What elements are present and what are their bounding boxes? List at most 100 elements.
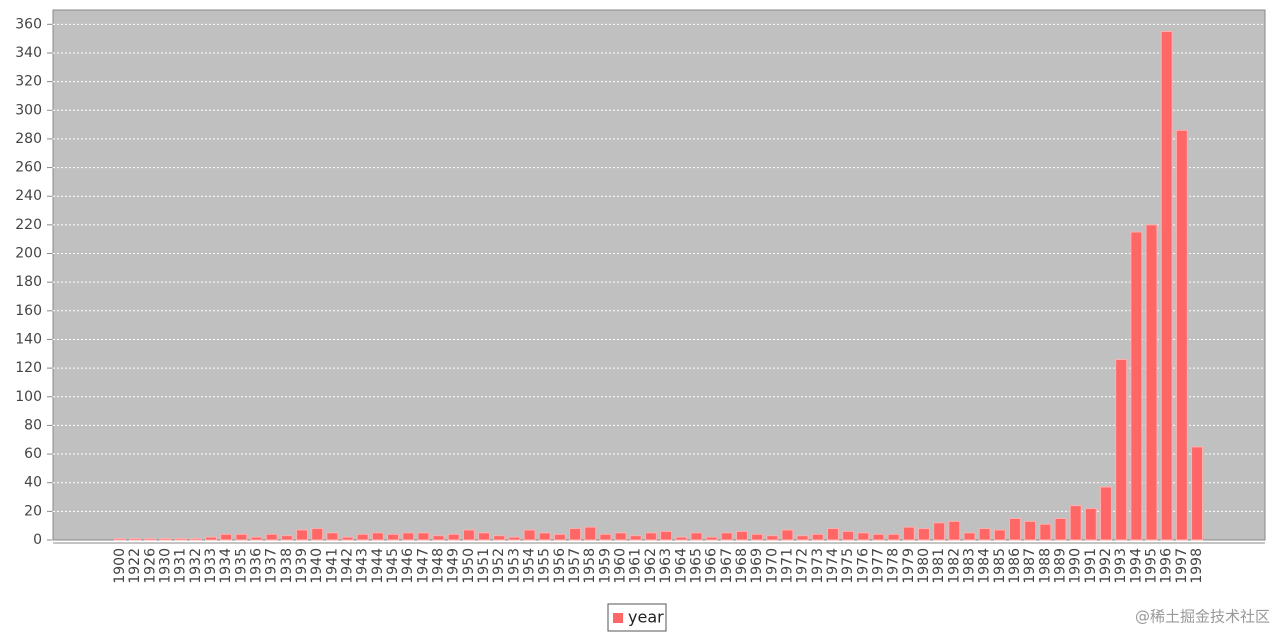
- x-tick-label: 1933: [203, 548, 219, 584]
- x-tick-label: 1934: [218, 548, 234, 584]
- y-tick-label: 280: [15, 131, 42, 147]
- y-tick-label: 240: [15, 188, 42, 204]
- legend: year: [607, 603, 667, 632]
- bar: [918, 528, 930, 541]
- x-tick-label: 1986: [1007, 548, 1023, 584]
- bar: [887, 533, 900, 541]
- x-tick-label: 1971: [779, 548, 795, 584]
- x-tick-label: 1978: [886, 548, 902, 584]
- x-tick-label: 1939: [294, 548, 310, 584]
- x-tick-label: 1951: [476, 548, 492, 584]
- bar: [902, 526, 915, 541]
- bar: [508, 536, 521, 541]
- x-tick-label: 1941: [324, 548, 340, 584]
- bar: [599, 533, 612, 541]
- x-tick-label: 1965: [688, 548, 704, 584]
- bar: [1024, 520, 1037, 541]
- x-tick-label: 1998: [1189, 548, 1205, 584]
- y-tick-label: 220: [15, 217, 42, 233]
- bar: [751, 533, 764, 541]
- x-tick-label: 1981: [931, 548, 947, 584]
- bar: [432, 535, 445, 541]
- x-tick-label: 1949: [446, 548, 462, 584]
- bar: [205, 536, 217, 541]
- x-tick-label: 1900: [112, 548, 128, 584]
- bar: [584, 526, 597, 541]
- x-tick-label: 1995: [1144, 548, 1160, 584]
- x-tick-label: 1985: [992, 548, 1008, 584]
- bar: [993, 529, 1006, 541]
- x-tick-label: 1982: [946, 548, 962, 584]
- x-tick-label: 1944: [370, 548, 386, 584]
- bar: [447, 533, 460, 541]
- bar: [387, 533, 399, 541]
- y-tick-label: 320: [15, 74, 42, 90]
- x-tick-label: 1976: [855, 548, 871, 584]
- x-tick-label: 1926: [142, 548, 158, 584]
- x-tick-label: 1958: [582, 548, 598, 584]
- bar: [811, 533, 824, 541]
- bar: [250, 536, 263, 541]
- y-tick-label: 20: [24, 503, 42, 519]
- x-tick-label: 1967: [719, 548, 735, 584]
- x-tick-label: 1987: [1022, 548, 1038, 584]
- x-tick-label: 1980: [916, 548, 932, 584]
- x-tick-label: 1959: [597, 548, 613, 584]
- y-tick-label: 160: [15, 303, 42, 319]
- bar: [1191, 446, 1203, 541]
- x-tick-label: 1975: [840, 548, 856, 584]
- bar: [311, 528, 324, 541]
- y-tick-label: 180: [15, 274, 42, 290]
- x-tick-label: 1957: [567, 548, 583, 584]
- bar: [114, 538, 126, 541]
- x-tick-label: 1950: [461, 548, 477, 584]
- x-tick-label: 1966: [704, 548, 720, 584]
- bar: [933, 522, 946, 541]
- x-tick-label: 1970: [764, 548, 780, 584]
- x-tick-label: 1938: [279, 548, 295, 584]
- bar: [963, 532, 976, 541]
- bar: [402, 532, 415, 541]
- bar: [538, 532, 551, 541]
- bar: [1130, 231, 1143, 541]
- x-tick-label: 1990: [1068, 548, 1084, 584]
- bar: [159, 538, 172, 541]
- bar: [1084, 507, 1097, 541]
- bar: [1100, 486, 1112, 541]
- bar: [857, 532, 870, 541]
- x-tick-label: 1989: [1052, 548, 1068, 584]
- y-tick-label: 100: [15, 389, 42, 405]
- x-tick-label: 1972: [795, 548, 811, 584]
- x-tick-label: 1968: [734, 548, 750, 584]
- x-tick-label: 1932: [188, 548, 204, 584]
- bar: [1054, 518, 1067, 541]
- x-tick-label: 1956: [552, 548, 568, 584]
- bar: [1115, 359, 1128, 541]
- bar: [720, 532, 733, 541]
- x-tick-label: 1961: [628, 548, 644, 584]
- bar: [144, 538, 157, 541]
- bar: [978, 528, 991, 541]
- x-tick-label: 1984: [977, 548, 993, 584]
- bar: [523, 529, 536, 541]
- bar: [1039, 523, 1052, 541]
- bar: [826, 528, 839, 541]
- legend-label: year: [628, 608, 664, 627]
- x-tick-label: 1946: [400, 548, 416, 584]
- bar: [189, 538, 202, 541]
- bar: [478, 532, 491, 541]
- x-tick-label: 1994: [1128, 548, 1144, 584]
- bar: [265, 533, 278, 541]
- watermark: @稀土掘金技术社区: [1135, 608, 1270, 626]
- x-tick-label: 1954: [522, 548, 538, 584]
- bar: [629, 535, 642, 541]
- x-tick-label: 1940: [309, 548, 325, 584]
- x-tick-label: 1973: [810, 548, 826, 584]
- bar: [948, 520, 961, 541]
- x-tick-label: 1936: [249, 548, 265, 584]
- x-tick-label: 1922: [127, 548, 143, 584]
- x-tick-label: 1960: [613, 548, 629, 584]
- bar: [872, 533, 885, 541]
- x-tick-label: 1947: [415, 548, 431, 584]
